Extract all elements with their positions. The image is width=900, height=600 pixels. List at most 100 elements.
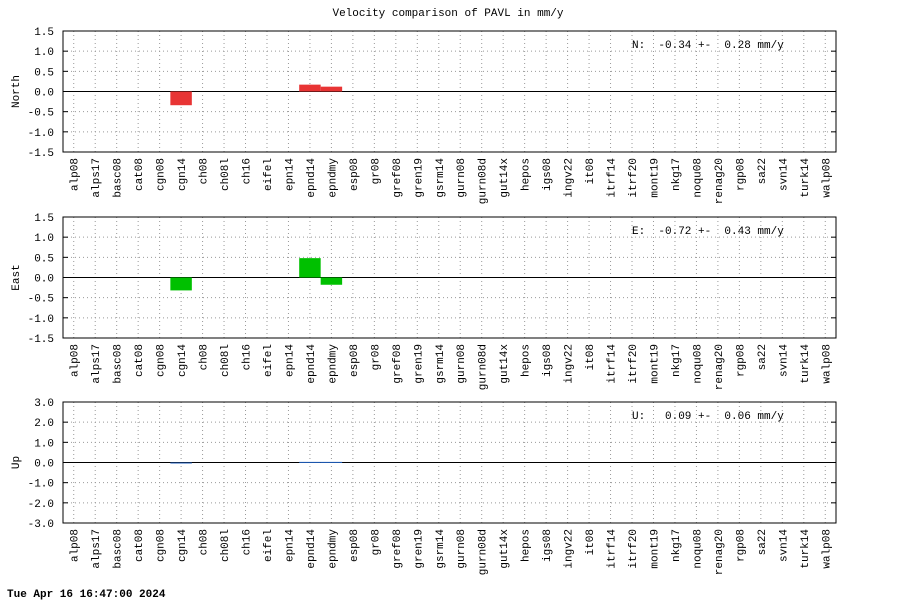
x-tick-label: nkg17	[671, 529, 683, 562]
x-tick-label: basc08	[113, 529, 125, 569]
x-tick-label: epn14	[284, 344, 296, 377]
x-tick-label: ch08l	[220, 344, 232, 377]
timestamp: Tue Apr 16 16:47:00 2024	[7, 589, 166, 600]
x-tick-label: epndmy	[327, 529, 339, 569]
x-tick-label: gsrm14	[435, 529, 447, 569]
x-tick-label: ch08	[199, 344, 211, 370]
x-tick-label: turk14	[800, 529, 812, 569]
x-tick-label: itrf14	[607, 158, 619, 198]
x-tick-label: gref08	[392, 158, 404, 198]
x-tick-label: alps17	[91, 158, 103, 198]
x-tick-label: ch16	[242, 158, 254, 184]
x-tick-label: gsrm14	[435, 158, 447, 198]
x-tick-label: hepos	[521, 529, 533, 562]
y-tick-label: 1.5	[34, 27, 54, 39]
x-tick-label: gurn08d	[478, 529, 490, 575]
x-tick-label: renag20	[714, 158, 726, 204]
x-tick-label: gref08	[392, 344, 404, 384]
x-tick-label: sa22	[757, 158, 769, 184]
annotation: N: -0.34 +- 0.28 mm/y	[632, 40, 784, 52]
x-tick-label: walp08	[821, 344, 833, 384]
x-tick-label: cgn14	[177, 344, 189, 377]
bar	[320, 461, 343, 463]
x-tick-label: ingv22	[564, 529, 576, 569]
x-tick-label: itrf20	[628, 158, 640, 198]
x-tick-label: renag20	[714, 529, 726, 575]
x-tick-label: ingv22	[564, 344, 576, 384]
y-tick-label: -0.5	[28, 294, 54, 306]
x-tick-label: cat08	[134, 529, 146, 562]
x-tick-label: gr08	[370, 344, 382, 370]
y-tick-label: -0.5	[28, 108, 54, 120]
x-tick-label: alps17	[91, 529, 103, 569]
x-tick-label: svn14	[778, 158, 790, 191]
y-tick-label: -1.0	[28, 128, 54, 140]
x-tick-label: ingv22	[564, 158, 576, 198]
bar	[299, 84, 321, 92]
x-tick-label: walp08	[821, 529, 833, 569]
y-tick-label: 0.0	[34, 459, 54, 471]
x-tick-label: mont19	[649, 529, 661, 569]
x-tick-label: alp08	[70, 158, 82, 191]
annotation: E: -0.72 +- 0.43 mm/y	[632, 226, 784, 238]
x-tick-label: esp08	[349, 158, 361, 191]
y-tick-label: 0.0	[34, 88, 54, 100]
x-tick-label: itrf14	[607, 529, 619, 569]
x-tick-label: itrf14	[607, 344, 619, 384]
x-tick-label: gren19	[413, 344, 425, 384]
bar	[170, 277, 192, 291]
x-tick-label: ch08l	[220, 529, 232, 562]
x-tick-label: gut14x	[499, 158, 511, 198]
x-tick-label: hepos	[521, 344, 533, 377]
x-tick-label: it08	[585, 529, 597, 555]
x-tick-label: gren19	[413, 158, 425, 198]
x-tick-label: eifel	[263, 344, 275, 377]
y-tick-label: 0.5	[34, 253, 54, 265]
y-tick-label: 0.0	[34, 274, 54, 286]
x-tick-label: epndmy	[327, 158, 339, 198]
annotation: U: 0.09 +- 0.06 mm/y	[632, 411, 784, 423]
x-tick-label: walp08	[821, 158, 833, 198]
x-tick-label: turk14	[800, 158, 812, 198]
bar	[170, 462, 192, 464]
bar	[320, 86, 343, 92]
y-axis-label: East	[11, 264, 23, 290]
x-tick-label: cgn08	[156, 344, 168, 377]
x-tick-label: gurn08d	[478, 344, 490, 390]
x-tick-label: sa22	[757, 529, 769, 555]
x-tick-label: basc08	[113, 158, 125, 198]
x-tick-label: mont19	[649, 158, 661, 198]
x-tick-label: noqu08	[692, 158, 704, 198]
y-tick-label: 1.5	[34, 213, 54, 225]
plot-frame	[62, 216, 837, 339]
x-tick-label: gr08	[370, 529, 382, 555]
y-tick-label: -2.0	[28, 499, 54, 511]
x-tick-label: turk14	[800, 344, 812, 384]
x-tick-label: esp08	[349, 529, 361, 562]
x-tick-label: gut14x	[499, 529, 511, 569]
x-tick-label: basc08	[113, 344, 125, 384]
plot-frame	[62, 401, 837, 524]
x-tick-label: rgp08	[735, 344, 747, 377]
x-tick-label: alp08	[70, 344, 82, 377]
x-tick-label: svn14	[778, 529, 790, 562]
x-tick-label: epnd14	[306, 158, 318, 198]
bar	[299, 461, 321, 463]
x-tick-label: noqu08	[692, 529, 704, 569]
x-tick-label: gref08	[392, 529, 404, 569]
y-tick-label: -3.0	[28, 519, 54, 531]
x-tick-label: ch08	[199, 158, 211, 184]
x-tick-label: epn14	[284, 158, 296, 191]
x-tick-label: rgp08	[735, 529, 747, 562]
y-tick-label: -1.5	[28, 334, 54, 346]
x-tick-label: ch08l	[220, 158, 232, 191]
x-tick-label: igs08	[542, 158, 554, 191]
y-tick-label: 0.5	[34, 67, 54, 79]
x-tick-label: igs08	[542, 344, 554, 377]
x-tick-label: it08	[585, 158, 597, 184]
chart-title: Velocity comparison of PAVL in mm/y	[332, 8, 563, 20]
x-tick-label: svn14	[778, 344, 790, 377]
